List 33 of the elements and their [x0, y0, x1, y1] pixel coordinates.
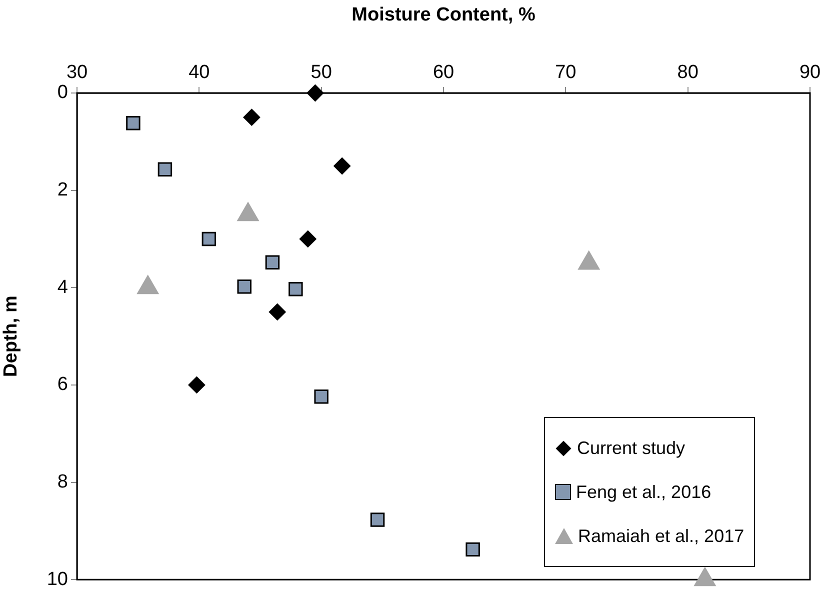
- x-tick-label: 50: [310, 62, 332, 83]
- y-tick-label: 8: [57, 472, 68, 493]
- x-tick-label: 60: [432, 62, 454, 83]
- point: [288, 282, 303, 296]
- y-tick-label: 4: [57, 276, 68, 298]
- point: [268, 303, 286, 320]
- point: [243, 108, 260, 126]
- point: [306, 84, 324, 102]
- x-tick-label: 30: [66, 62, 88, 83]
- point: [265, 255, 280, 270]
- y-tick-label: 10: [46, 568, 68, 590]
- point: [188, 376, 206, 394]
- point: [370, 512, 385, 527]
- x-axis-title: Moisture Content, %: [352, 4, 536, 26]
- x-tick-label: 80: [677, 62, 698, 83]
- point: [334, 157, 351, 174]
- point: [126, 116, 140, 130]
- x-tick-label: 90: [799, 62, 821, 83]
- point: [158, 162, 172, 177]
- y-tick-label: 2: [57, 180, 68, 201]
- legend-label: Feng et al., 2016: [576, 482, 712, 502]
- point: [299, 230, 316, 248]
- point: [202, 232, 216, 246]
- y-axis-title: Depth, m: [0, 296, 22, 377]
- x-tick-label: 70: [555, 62, 576, 83]
- y-tick-label: 0: [57, 82, 68, 104]
- point: [314, 390, 328, 404]
- legend-label: Ramaiah et al., 2017: [578, 526, 744, 546]
- y-tick-label: 6: [57, 374, 68, 396]
- point: [237, 280, 252, 294]
- x-tick-label: 40: [188, 62, 210, 83]
- legend-label: Current study: [577, 438, 686, 458]
- point: [466, 542, 480, 557]
